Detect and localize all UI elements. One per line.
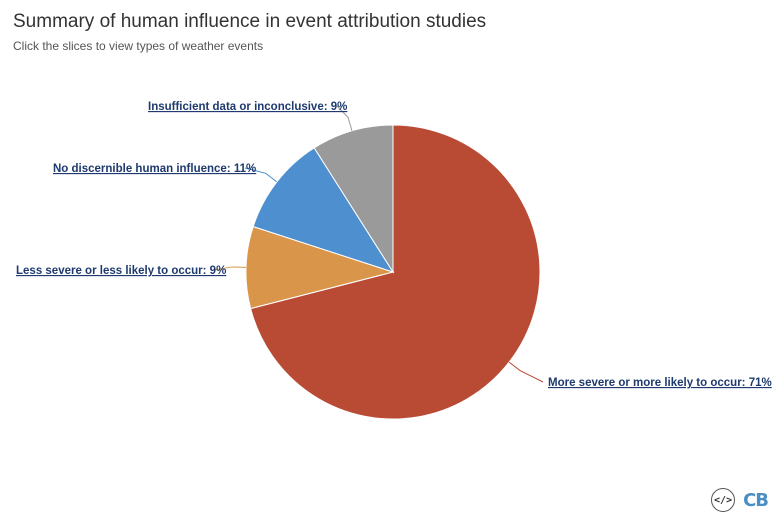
slice-label-2[interactable]: No discernible human influence: 11% <box>53 163 256 175</box>
pie-slice-0[interactable] <box>250 124 541 420</box>
embed-code-icon[interactable]: </> <box>711 488 736 512</box>
label-connector-1 <box>213 266 247 271</box>
footer: </> CB <box>711 488 769 512</box>
slice-label-0[interactable]: More severe or more likely to occur: 71% <box>548 377 772 389</box>
chart-subtitle: Click the slices to view types of weathe… <box>13 39 264 53</box>
slice-label-1[interactable]: Less severe or less likely to occur: 9% <box>16 265 226 277</box>
slice-label-3[interactable]: Insufficient data or inconclusive: 9% <box>148 101 347 113</box>
label-connector-0 <box>508 361 544 383</box>
label-connector-3 <box>336 105 353 131</box>
chart-title: Summary of human influence in event attr… <box>13 11 487 32</box>
pie-slice-2[interactable] <box>252 147 395 273</box>
pie-slice-3[interactable] <box>313 124 394 274</box>
carbon-brief-logo: CB <box>743 489 769 511</box>
label-connector-2 <box>244 167 278 183</box>
pie-slice-1[interactable] <box>245 225 395 310</box>
